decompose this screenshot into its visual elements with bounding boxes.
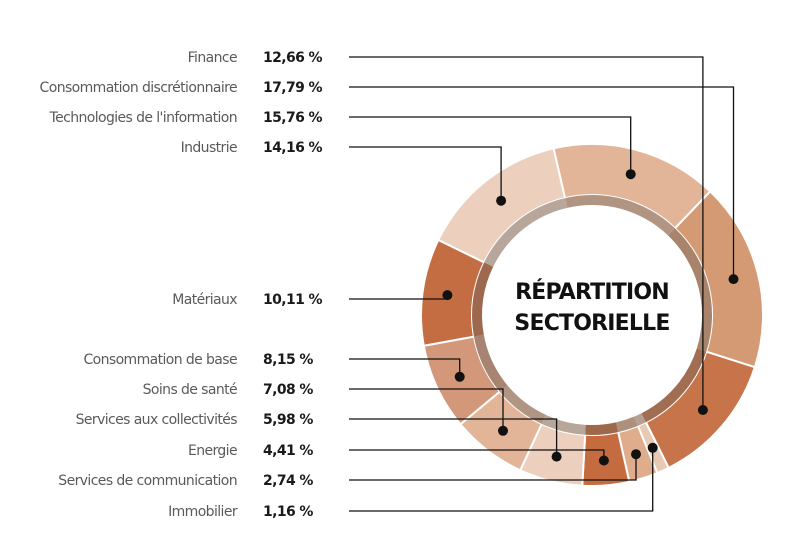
inner-band-services-de-communication xyxy=(616,416,638,433)
leader-dot-soins-de-sante xyxy=(498,425,508,436)
leader-dot-technologies-de-l-information xyxy=(625,169,636,180)
leader-line-consommation-discretionnaire xyxy=(349,86,735,280)
value-services-aux-collectivites: 5,98 % xyxy=(263,412,313,428)
legend-labels: Finance 12,66 % Consommation discrétionnai… xyxy=(40,50,324,520)
value-consommation-de-base: 8,15 % xyxy=(263,352,313,368)
leader-dot-materiaux xyxy=(442,290,453,301)
value-immobilier: 1,16 % xyxy=(263,504,313,520)
label-materiaux: Matériaux xyxy=(172,292,237,308)
inner-band-finance xyxy=(641,348,707,423)
inner-band-services-aux-collectivites xyxy=(541,414,586,435)
leader-dot-finance xyxy=(697,405,708,415)
leader-lines xyxy=(349,56,739,512)
label-consommation-discretionnaire: Consommation discrétionnaire xyxy=(40,80,237,96)
leader-line-immobilier xyxy=(349,447,654,512)
inner-band-consommation-de-base xyxy=(473,334,508,392)
leader-line-soins-de-sante xyxy=(349,388,504,431)
label-services-aux-collectivites: Services aux collectivités xyxy=(76,412,238,428)
label-soins-de-sante: Soins de santé xyxy=(143,382,237,398)
value-materiaux: 10,11 % xyxy=(263,292,323,308)
value-industrie: 14,16 % xyxy=(263,140,323,156)
inner-band-industrie xyxy=(484,198,568,267)
label-finance: Finance xyxy=(188,50,237,66)
inner-band-soins-de-sante xyxy=(499,385,546,424)
leader-dot-services-aux-collectivites xyxy=(551,451,562,462)
value-finance: 12,66 % xyxy=(263,50,323,66)
value-services-de-communication: 2,74 % xyxy=(263,473,313,489)
label-immobilier: Immobilier xyxy=(168,504,238,520)
label-consommation-de-base: Consommation de base xyxy=(83,352,237,368)
leader-line-industrie xyxy=(349,146,502,201)
leader-dot-consommation-de-base xyxy=(454,371,465,382)
value-energie: 4,41 % xyxy=(263,443,313,459)
center-title-line-2: SECTORIELLE xyxy=(514,311,669,336)
leader-line-services-aux-collectivites xyxy=(349,418,558,457)
inner-band-immobilier xyxy=(634,413,646,426)
leader-line-services-de-communication xyxy=(349,454,637,481)
leader-line-technologies-de-l-information xyxy=(349,116,632,175)
center-title-line-1: RÉPARTITION xyxy=(515,279,669,305)
value-consommation-discretionnaire: 17,79 % xyxy=(263,80,323,96)
inner-band-energie xyxy=(585,422,619,436)
leader-dot-industrie xyxy=(496,195,507,206)
label-energie: Energie xyxy=(188,443,237,459)
leader-dot-immobilier xyxy=(647,442,658,453)
slice-consommation-discretionnaire xyxy=(673,190,764,369)
leader-dot-energie xyxy=(598,455,609,466)
value-technologies-de-l-information: 15,76 % xyxy=(263,110,323,126)
inner-band-materiaux xyxy=(472,262,494,337)
value-soins-de-sante: 7,08 % xyxy=(263,382,313,398)
inner-band-technologies-de-l-information xyxy=(565,195,675,236)
label-technologies-de-l-information: Technologies de l'information xyxy=(49,110,237,126)
label-industrie: Industrie xyxy=(181,140,237,156)
leader-line-consommation-de-base xyxy=(349,358,461,377)
leader-dot-consommation-discretionnaire xyxy=(728,274,739,285)
label-services-de-communication: Services de communication xyxy=(58,473,237,489)
leader-dot-services-de-communication xyxy=(631,449,641,460)
leader-line-finance xyxy=(349,56,704,410)
